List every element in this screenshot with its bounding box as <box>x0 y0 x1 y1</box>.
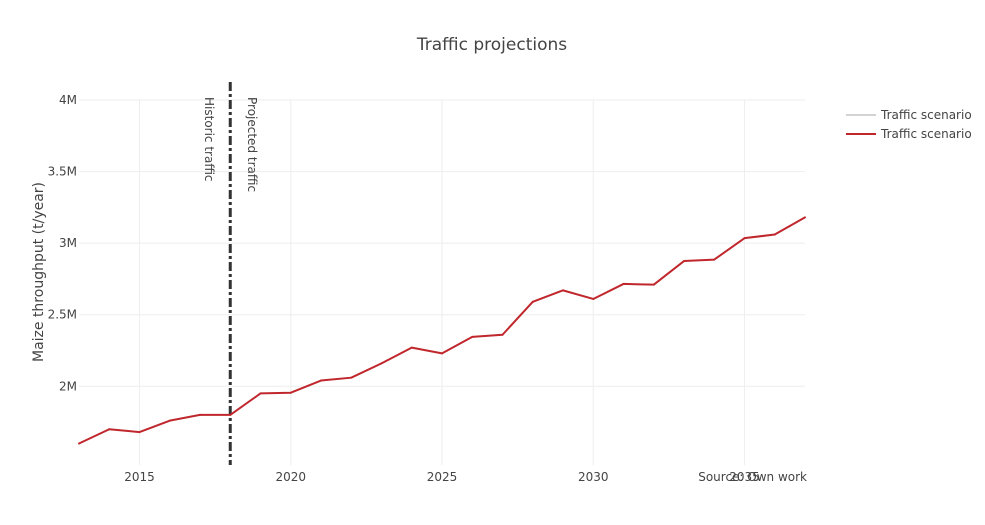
data-point <box>713 258 716 261</box>
grid-layer <box>79 99 805 465</box>
data-point <box>743 237 746 240</box>
data-point <box>592 297 595 300</box>
x-tick-label: 2030 <box>578 470 609 484</box>
data-point <box>380 362 383 365</box>
data-point <box>410 346 413 349</box>
y-tick-label: 3.5M <box>48 165 77 179</box>
data-point <box>441 352 443 355</box>
data-point <box>259 392 262 395</box>
data-point <box>683 260 685 263</box>
data-point <box>199 413 201 416</box>
series-layer <box>78 216 806 445</box>
data-point <box>229 413 232 416</box>
legend-item-1[interactable]: Traffic scenario <box>846 127 972 141</box>
y-tick-label: 2.5M <box>48 308 77 322</box>
data-point <box>138 431 141 434</box>
y-axis-title: Maize throughput (t/year) <box>31 182 47 362</box>
data-point <box>350 376 353 379</box>
axis-layer: 2015 2020 2025 2030 2035 2M 2.5M 3M 3.5M 4M <box>48 93 760 484</box>
data-point <box>773 233 776 236</box>
legend: Traffic scenario Traffic scenario <box>846 108 972 141</box>
data-point <box>289 391 292 394</box>
x-tick-label: 2015 <box>124 470 155 484</box>
data-point <box>471 335 474 338</box>
x-tick-label: 2020 <box>275 470 306 484</box>
x-tick-label: 2025 <box>427 470 458 484</box>
data-point <box>652 283 655 286</box>
legend-label-1: Traffic scenario <box>880 127 972 141</box>
data-point <box>804 216 806 219</box>
source-annotation: Source: Own work <box>698 470 807 484</box>
data-point <box>531 300 534 303</box>
x-tick-label: 2035 <box>729 470 760 484</box>
legend-label-0: Traffic scenario <box>880 108 972 122</box>
legend-item-0[interactable]: Traffic scenario <box>846 108 972 122</box>
chart-title: Traffic projections <box>416 35 567 55</box>
data-point <box>501 333 504 336</box>
y-tick-label: 2M <box>59 379 77 393</box>
projected-traffic-annotation: Projected traffic <box>245 97 259 192</box>
data-point <box>622 282 625 285</box>
data-point <box>320 379 322 382</box>
data-point <box>168 419 171 422</box>
data-point <box>562 289 564 292</box>
y-tick-label: 3M <box>59 236 77 250</box>
data-point <box>108 428 111 431</box>
historic-traffic-annotation: Historic traffic <box>202 97 216 182</box>
y-tick-label: 4M <box>59 93 77 107</box>
data-point <box>78 442 80 445</box>
